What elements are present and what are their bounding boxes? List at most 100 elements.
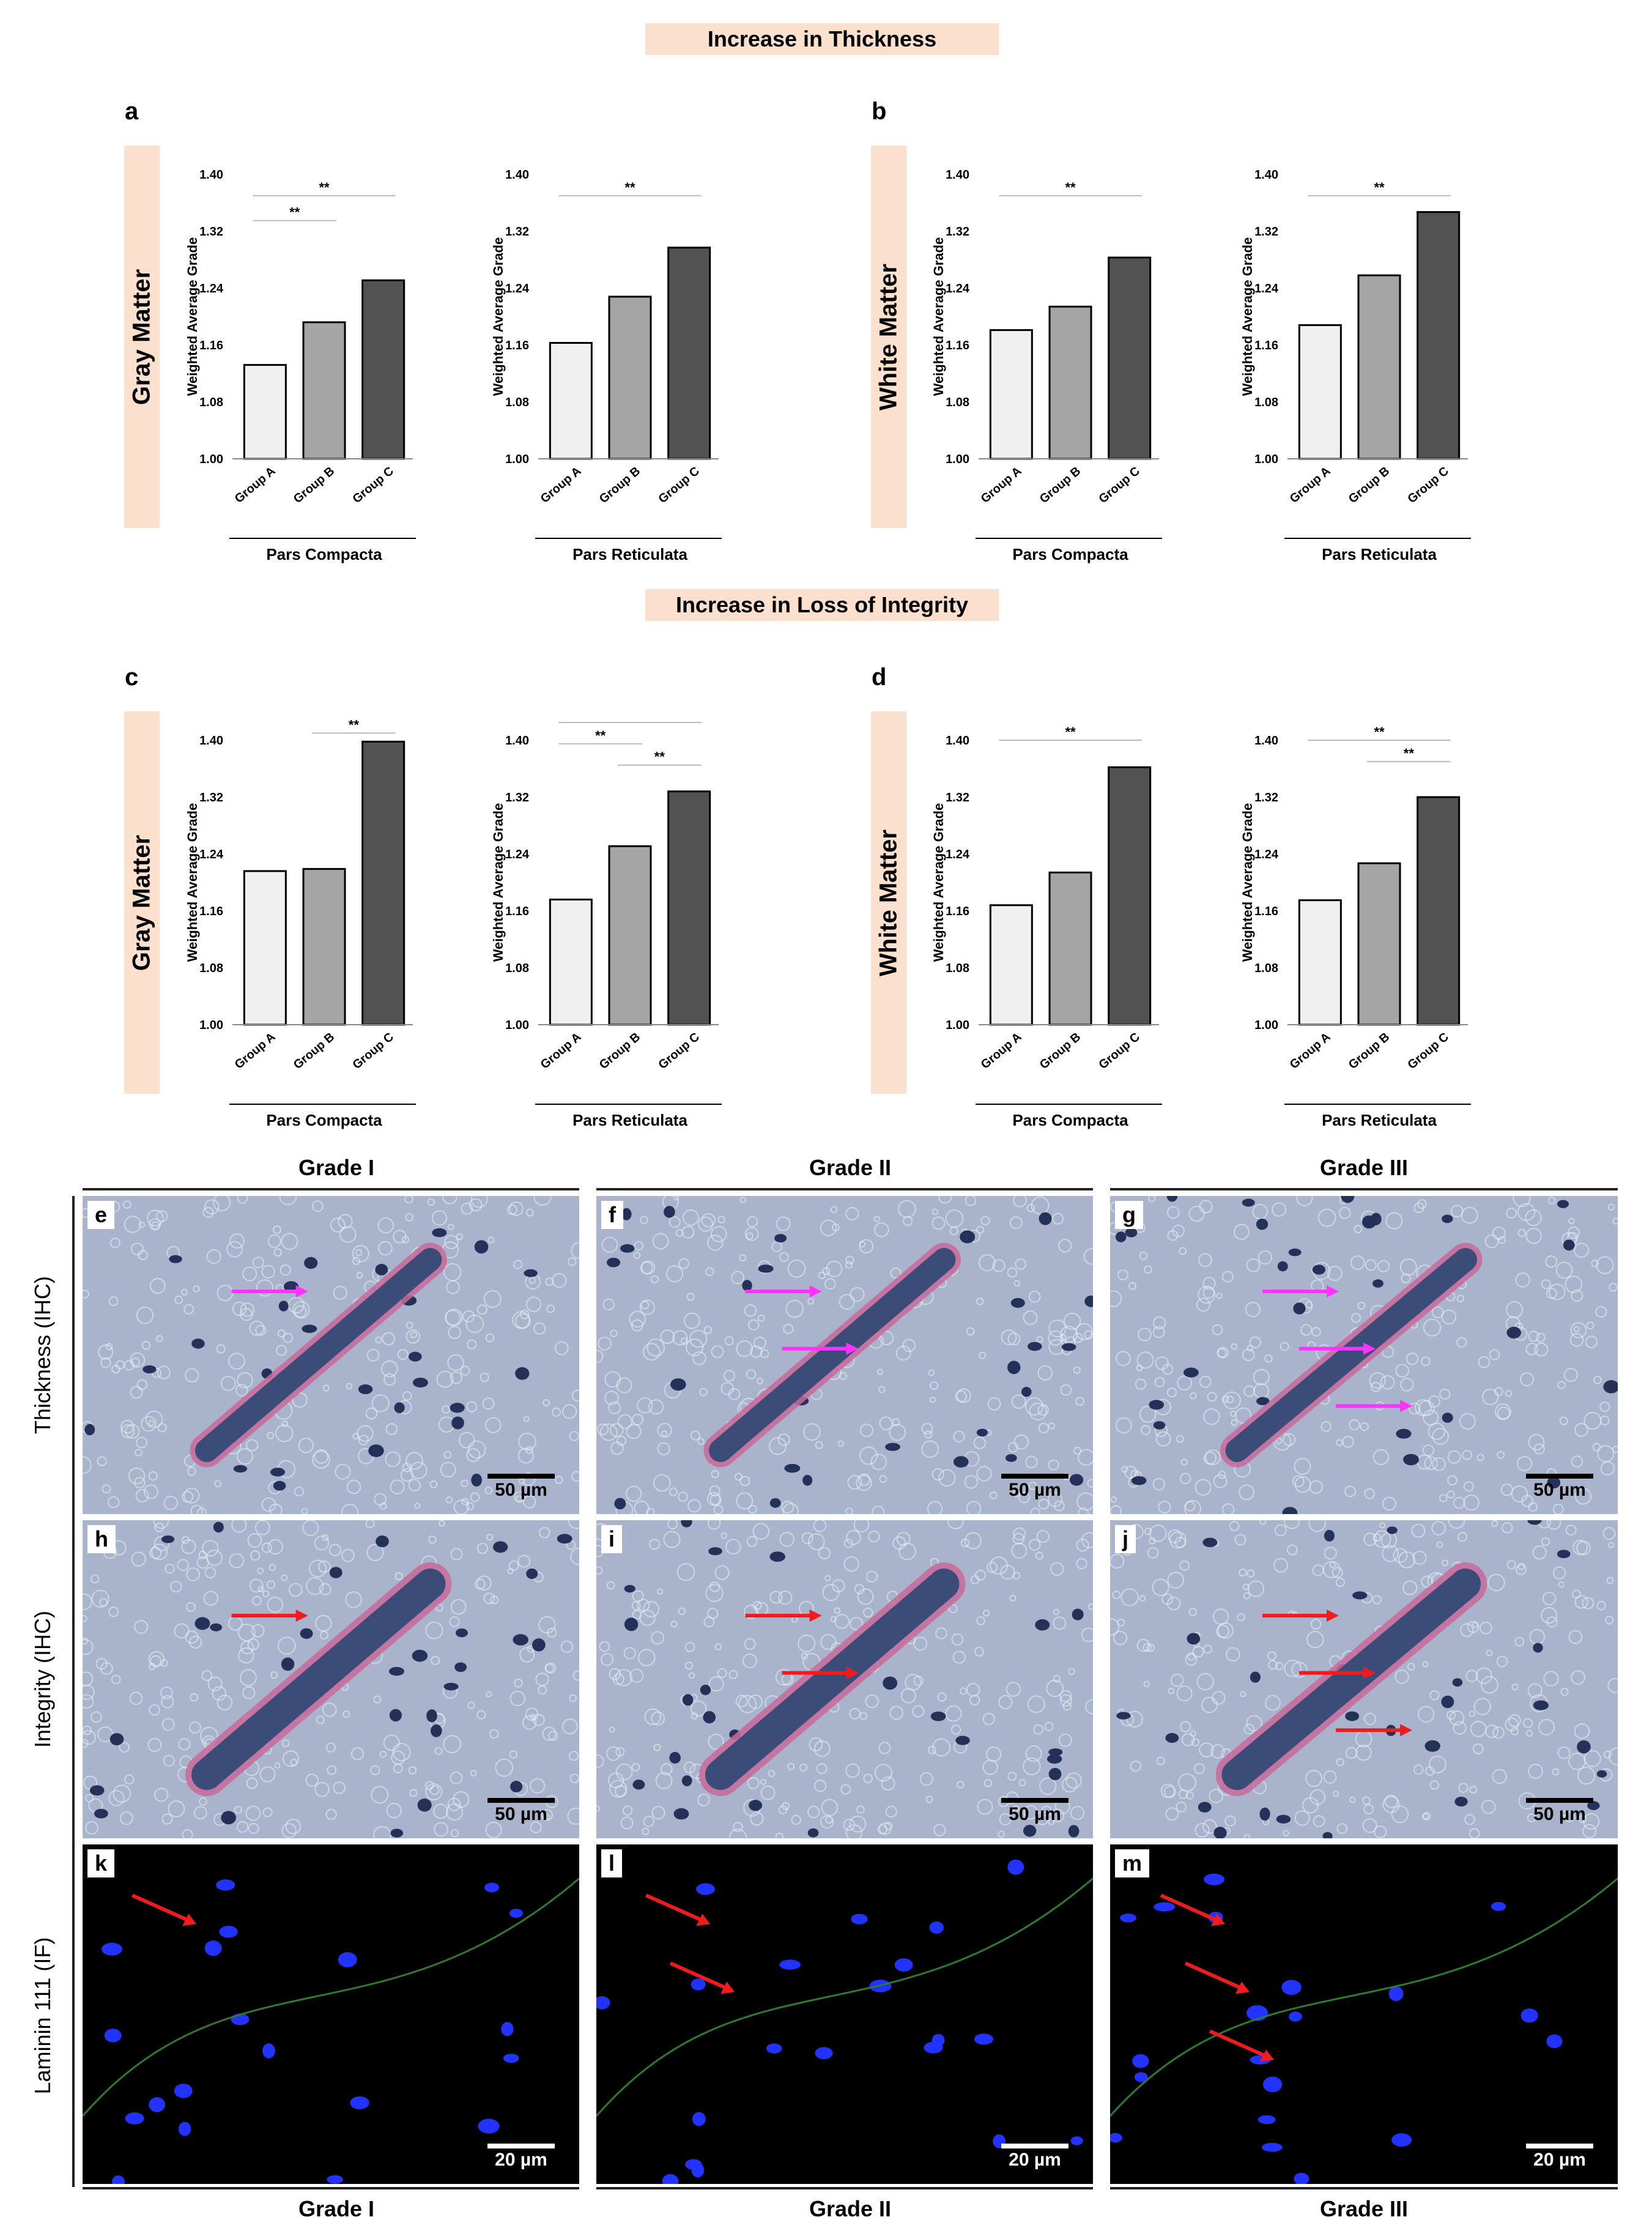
x-tick-label: Group A bbox=[979, 464, 1024, 506]
grade-header-bottom-2: Grade II bbox=[809, 2196, 892, 2221]
scale-bar: 50 µm bbox=[1001, 1798, 1069, 1825]
y-tick-label: 1.24 bbox=[199, 282, 224, 295]
grade-rule-bottom-1 bbox=[83, 2187, 579, 2189]
scale-bar-line bbox=[1526, 1798, 1593, 1803]
y-tick-label: 1.16 bbox=[946, 905, 969, 918]
grade-header-top-2: Grade II bbox=[809, 1155, 892, 1180]
chart-a-pars-compacta: Weighted Average Grade 1.00 1.08 1.16 1.24 1.… bbox=[171, 153, 459, 572]
scale-bar-label: 20 µm bbox=[495, 2150, 547, 2170]
chart-b-pars-compacta: Weighted Average Grade 1.00 1.08 1.16 1.24 1.… bbox=[917, 153, 1205, 572]
y-tick-label: 1.32 bbox=[1254, 791, 1278, 804]
x-tick-label: Group B bbox=[1037, 464, 1083, 506]
y-tick-label: 1.16 bbox=[1254, 905, 1278, 918]
chart-svg: Weighted Average Grade 1.00 1.08 1.16 1.24 1.… bbox=[185, 168, 416, 563]
y-tick-label: 1.08 bbox=[505, 396, 529, 409]
scale-bar-label: 50 µm bbox=[1009, 1804, 1061, 1824]
x-tick-label: Group B bbox=[597, 1030, 643, 1072]
bar bbox=[243, 870, 287, 1026]
scale-bar-line bbox=[1526, 1474, 1593, 1479]
arrow-icon bbox=[1262, 1285, 1339, 1298]
scale-bar: 20 µm bbox=[1001, 2144, 1069, 2170]
scale-bar-label: 20 µm bbox=[1009, 2150, 1061, 2170]
chart-svg: Weighted Average Grade 1.00 1.08 1.16 1.24 1.… bbox=[491, 707, 722, 1129]
arrow-icon bbox=[1262, 1610, 1339, 1622]
scale-bar: 50 µm bbox=[1526, 1474, 1593, 1501]
y-tick-label: 1.00 bbox=[505, 1019, 529, 1032]
micrograph-panel-e: e 50 µm bbox=[83, 1196, 579, 1514]
y-tick-label: 1.40 bbox=[505, 734, 529, 748]
bar bbox=[361, 740, 406, 1026]
bar bbox=[1417, 211, 1461, 460]
significance-marker: ** bbox=[289, 205, 300, 220]
micrograph-image bbox=[83, 1196, 579, 1514]
y-tick-label: 1.08 bbox=[1254, 396, 1278, 409]
y-axis-label: Weighted Average Grade bbox=[1240, 803, 1255, 962]
laminin-signal bbox=[1110, 1877, 1618, 2117]
grade-rule-top-1 bbox=[83, 1188, 579, 1190]
chart-svg: Weighted Average Grade 1.00 1.08 1.16 1.24 1.… bbox=[1240, 168, 1471, 563]
arrow-icon bbox=[1209, 2029, 1274, 2062]
arrow-icon bbox=[1184, 1961, 1250, 1994]
x-tick-label: Group C bbox=[350, 464, 396, 506]
panel-letter-d: d bbox=[872, 664, 887, 691]
micrograph-image bbox=[83, 1877, 579, 2184]
y-tick-label: 1.24 bbox=[199, 848, 224, 861]
y-tick-label: 1.16 bbox=[505, 339, 529, 352]
y-tick-label: 1.32 bbox=[946, 225, 969, 239]
y-tick-label: 1.00 bbox=[199, 453, 223, 466]
micrograph-panel-f: f 50 µm bbox=[596, 1196, 1093, 1514]
micrograph-panel-k: k 20 µm bbox=[83, 1844, 579, 2184]
laminin-signal bbox=[596, 1877, 1093, 2117]
x-tick-label: Group A bbox=[232, 464, 278, 506]
scale-bar-label: 50 µm bbox=[495, 1804, 547, 1824]
y-tick-label: 1.40 bbox=[946, 734, 969, 748]
chart-svg: Weighted Average Grade 1.00 1.08 1.16 1.24 1.… bbox=[185, 693, 416, 1129]
bar bbox=[361, 279, 406, 460]
y-tick-label: 1.00 bbox=[1254, 453, 1278, 466]
chart-c-pars-reticulata: Weighted Average Grade 1.00 1.08 1.16 1.24 1.… bbox=[477, 707, 765, 1138]
y-tick-label: 1.24 bbox=[946, 848, 970, 861]
y-tick-label: 1.08 bbox=[1254, 962, 1278, 975]
arrow-icon bbox=[231, 1610, 308, 1622]
arrow-icon bbox=[1299, 1342, 1376, 1355]
x-tick-label: Group A bbox=[1287, 464, 1333, 506]
chart-c-pars-compacta: Weighted Average Grade 1.00 1.08 1.16 1.24 1.… bbox=[171, 693, 459, 1138]
row-label-thickness: Thickness (IHC) bbox=[30, 1276, 55, 1435]
scale-bar-line bbox=[1001, 2144, 1069, 2148]
y-tick-label: 1.24 bbox=[1254, 848, 1279, 861]
arrow-icon bbox=[745, 1610, 822, 1622]
panel-letter-b: b bbox=[872, 98, 887, 125]
micrograph-panel-i: i 50 µm bbox=[596, 1520, 1093, 1838]
region-label: Pars Compacta bbox=[1012, 545, 1128, 563]
bar bbox=[302, 321, 346, 460]
bar bbox=[549, 342, 593, 460]
scale-bar-line bbox=[487, 1474, 555, 1479]
scale-bar-line bbox=[487, 2144, 555, 2148]
arrow-icon bbox=[1160, 1893, 1225, 1926]
x-tick-label: Group B bbox=[1346, 1030, 1392, 1072]
micrograph-image bbox=[596, 1196, 1093, 1514]
bar bbox=[549, 898, 593, 1026]
bar bbox=[1357, 862, 1401, 1026]
y-axis-label: Weighted Average Grade bbox=[491, 237, 506, 396]
micrograph-panel-j: j 50 µm bbox=[1110, 1520, 1618, 1838]
chart-d-pars-compacta: Weighted Average Grade 1.00 1.08 1.16 1.24 1.… bbox=[917, 719, 1205, 1138]
bar bbox=[667, 790, 711, 1026]
scale-bar-line bbox=[487, 1798, 555, 1803]
arrow-icon bbox=[669, 1961, 735, 1994]
y-tick-label: 1.24 bbox=[1254, 282, 1279, 295]
y-tick-label: 1.32 bbox=[505, 791, 529, 804]
micrograph-panel-m: m 20 µm bbox=[1110, 1844, 1618, 2184]
x-tick-label: Group B bbox=[597, 464, 643, 506]
significance-marker: ** bbox=[1374, 180, 1385, 195]
x-tick-label: Group B bbox=[1037, 1030, 1083, 1072]
micrograph-image bbox=[596, 1859, 1093, 2184]
arrow-icon bbox=[1336, 1724, 1412, 1737]
bar bbox=[667, 247, 711, 460]
micrograph-letter: i bbox=[601, 1525, 623, 1553]
y-tick-label: 1.40 bbox=[505, 168, 529, 182]
arrow-icon bbox=[1336, 1400, 1412, 1413]
scale-bar-line bbox=[1001, 1798, 1069, 1803]
chart-b-pars-reticulata: Weighted Average Grade 1.00 1.08 1.16 1.24 1.… bbox=[1226, 153, 1514, 572]
chart-d-pars-reticulata: Weighted Average Grade 1.00 1.08 1.16 1.24 1.… bbox=[1226, 719, 1514, 1138]
